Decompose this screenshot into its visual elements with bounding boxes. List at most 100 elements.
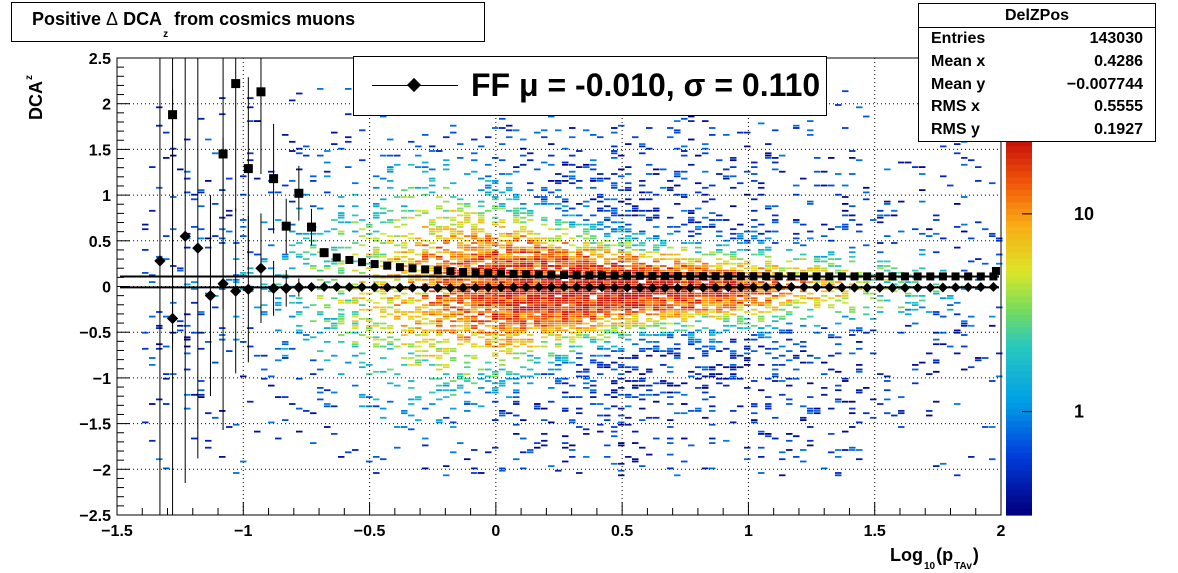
heatmap-cell [233, 242, 240, 244]
heatmap-cell [772, 265, 779, 267]
heatmap-cell [772, 347, 779, 350]
heatmap-cell [716, 173, 723, 175]
heatmap-cell [597, 173, 604, 175]
heatmap-cell [695, 242, 702, 244]
heatmap-cell [597, 364, 604, 366]
heatmap-cell [555, 290, 562, 293]
heatmap-cell [408, 216, 415, 219]
colorbar-segment [1006, 352, 1032, 360]
heatmap-cell [772, 437, 779, 440]
heatmap-cell [716, 292, 723, 295]
heatmap-cell [422, 166, 429, 168]
heatmap-cell [527, 299, 534, 302]
heatmap-cell [702, 147, 709, 150]
heatmap-cell [443, 341, 450, 343]
heatmap-cell [282, 274, 289, 277]
heatmap-cell [541, 306, 548, 309]
sigma-point [243, 164, 253, 174]
heatmap-cell [821, 260, 828, 263]
heatmap-cell [835, 400, 842, 403]
heatmap-cell [709, 375, 716, 378]
mean-point [925, 282, 936, 293]
heatmap-cell [618, 221, 625, 224]
heatmap-cell [632, 255, 639, 258]
heatmap-cell [590, 177, 597, 180]
heatmap-cell [632, 313, 639, 316]
heatmap-cell [443, 260, 450, 263]
heatmap-cell [695, 269, 702, 272]
heatmap-cell [513, 308, 520, 311]
heatmap-cell [569, 304, 576, 306]
heatmap-cell [604, 444, 611, 447]
heatmap-cell [485, 186, 492, 189]
heatmap-cell [604, 219, 611, 221]
heatmap-cell [590, 223, 597, 226]
heatmap-cell [723, 244, 730, 247]
heatmap-cell [450, 237, 457, 240]
heatmap-cell [156, 458, 163, 461]
heatmap-cell [583, 260, 590, 263]
heatmap-cell [779, 331, 786, 334]
heatmap-cell [919, 166, 926, 168]
heatmap-cell [541, 318, 548, 320]
heatmap-cell [933, 313, 940, 316]
heatmap-cell [611, 244, 618, 247]
heatmap-cell [534, 232, 541, 235]
heatmap-cell [597, 322, 604, 325]
heatmap-cell [758, 320, 765, 323]
heatmap-cell [457, 387, 464, 389]
heatmap-cell [513, 373, 520, 375]
heatmap-cell [394, 278, 401, 281]
heatmap-cell [933, 359, 940, 362]
heatmap-cell [800, 281, 807, 283]
heatmap-cell [303, 237, 310, 240]
heatmap-cell [499, 299, 506, 302]
heatmap-cell [415, 274, 422, 277]
heatmap-cell [639, 283, 646, 286]
heatmap-cell [758, 389, 765, 392]
heatmap-cell [198, 205, 205, 208]
heatmap-cell [527, 281, 534, 283]
heatmap-cell [541, 272, 548, 274]
heatmap-cell [471, 467, 478, 470]
heatmap-cell [562, 163, 569, 166]
heatmap-cell [730, 228, 737, 231]
heatmap-cell [933, 400, 940, 403]
heatmap-cell [716, 299, 723, 302]
heatmap-cell [779, 292, 786, 295]
heatmap-cell [541, 237, 548, 240]
heatmap-cell [401, 426, 408, 428]
heatmap-cell [884, 235, 891, 237]
heatmap-cell [702, 366, 709, 369]
heatmap-cell [408, 331, 415, 334]
heatmap-cell [310, 244, 317, 247]
heatmap-cell [380, 221, 387, 224]
heatmap-cell [443, 168, 450, 171]
heatmap-cell [163, 345, 170, 348]
heatmap-cell [625, 143, 632, 145]
legend: FF μ = -0.010, σ = 0.110 [353, 56, 827, 116]
heatmap-cell [520, 281, 527, 283]
heatmap-cell [562, 446, 569, 449]
heatmap-cell [457, 207, 464, 210]
heatmap-cell [758, 290, 765, 293]
heatmap-cell [562, 175, 569, 178]
heatmap-cell [674, 170, 681, 173]
heatmap-cell [821, 295, 828, 297]
heatmap-cell [219, 113, 226, 116]
sigma-point [825, 272, 834, 281]
heatmap-cell [471, 223, 478, 226]
heatmap-cell [478, 221, 485, 224]
heatmap-cell [555, 377, 562, 380]
heatmap-cell [590, 278, 597, 281]
heatmap-cell [744, 260, 751, 263]
heatmap-cell [548, 278, 555, 281]
heatmap-cell [653, 168, 660, 171]
heatmap-cell [499, 260, 506, 263]
heatmap-cell [338, 214, 345, 217]
heatmap-cell [345, 136, 352, 139]
heatmap-cell [709, 184, 716, 187]
heatmap-cell [541, 200, 548, 203]
heatmap-cell [569, 311, 576, 313]
heatmap-cell [898, 412, 905, 415]
